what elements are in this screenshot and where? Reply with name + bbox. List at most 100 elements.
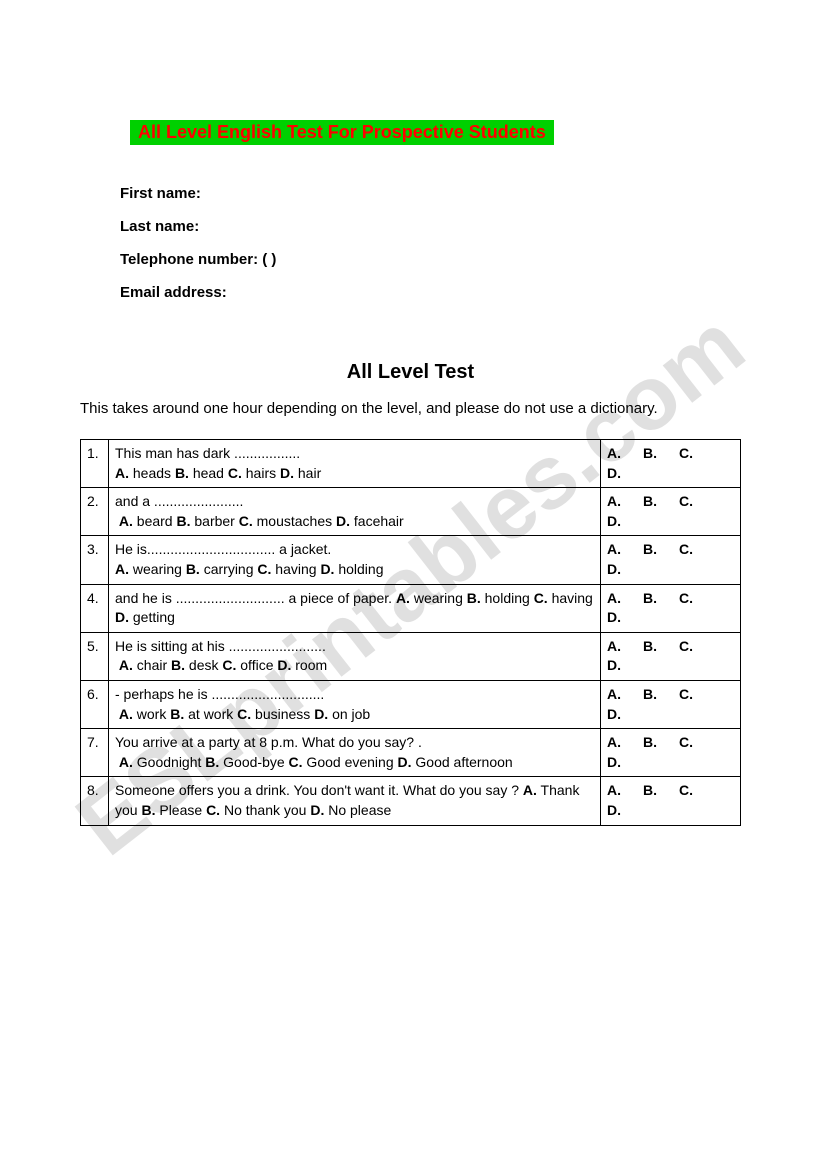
answer-b-label: B. (643, 781, 657, 801)
question-number: 1. (81, 440, 109, 488)
email-label: Email address: (120, 284, 741, 301)
answer-d-label: D. (607, 465, 621, 481)
option-c-label: C. (239, 513, 253, 529)
option-b-label: B. (170, 706, 184, 722)
option-d-label: D. (336, 513, 350, 529)
question-text: He is................................. a… (115, 541, 331, 557)
table-row: 5. He is sitting at his .................… (81, 632, 741, 680)
answer-cell: A.B.C.D. (601, 680, 741, 728)
answer-d-label: D. (607, 802, 621, 818)
answer-a-label: A. (607, 444, 621, 464)
answer-cell: A.B.C.D. (601, 632, 741, 680)
option-b-label: B. (186, 561, 200, 577)
answer-b-label: B. (643, 733, 657, 753)
answer-cell: A.B.C.D. (601, 440, 741, 488)
questions-table: 1. This man has dark ................. A. … (80, 439, 741, 826)
question-cell: This man has dark .................A. he… (109, 440, 601, 488)
option-a-label: A. (396, 590, 410, 606)
telephone-label: Telephone number: ( ) (120, 251, 741, 268)
answer-cell: A.B.C.D. (601, 584, 741, 632)
question-text: This man has dark ................. (115, 445, 300, 461)
table-row: 8. Someone offers you a drink. You don't … (81, 777, 741, 825)
answer-a-label: A. (607, 540, 621, 560)
question-number: 6. (81, 680, 109, 728)
option-a-label: A. (119, 754, 133, 770)
option-d-label: D. (398, 754, 412, 770)
answer-b-label: B. (643, 589, 657, 609)
option-b-label: B. (467, 590, 481, 606)
answer-d-label: D. (607, 706, 621, 722)
question-text: - perhaps he is ........................… (115, 686, 324, 702)
question-text: Someone offers you a drink. You don't wa… (115, 782, 519, 798)
option-d-label: D. (320, 561, 334, 577)
student-info-block: First name: Last name: Telephone number:… (120, 185, 741, 301)
answer-cell: A.B.C.D. (601, 488, 741, 536)
option-d-label: D. (115, 609, 129, 625)
option-a-label: A. (119, 513, 133, 529)
question-cell: - perhaps he is ........................… (109, 680, 601, 728)
answer-a-label: A. (607, 733, 621, 753)
answer-a-label: A. (607, 781, 621, 801)
table-row: 3. He is.................................… (81, 536, 741, 584)
answer-b-label: B. (643, 444, 657, 464)
table-row: 1.This man has dark .................A. … (81, 440, 741, 488)
answer-d-label: D. (607, 561, 621, 577)
option-a-label: A. (523, 782, 537, 798)
answer-b-label: B. (643, 685, 657, 705)
answer-b-label: B. (643, 637, 657, 657)
answer-b-label: B. (643, 540, 657, 560)
option-a-label: A. (119, 706, 133, 722)
question-text: and a ....................... (115, 493, 243, 509)
table-row: 4. and he is ............................… (81, 584, 741, 632)
question-number: 7. (81, 729, 109, 777)
answer-a-label: A. (607, 637, 621, 657)
option-a-label: A. (115, 465, 129, 481)
option-c-label: C. (237, 706, 251, 722)
option-b-label: B. (205, 754, 219, 770)
answer-a-label: A. (607, 492, 621, 512)
answer-cell: A. B. C. D. (601, 777, 741, 825)
question-number: 4. (81, 584, 109, 632)
question-number: 8. (81, 777, 109, 825)
document-page: All Level English Test For Prospective S… (0, 0, 821, 886)
option-b-label: B. (175, 465, 189, 481)
option-d-label: D. (310, 802, 324, 818)
answer-c-label: C. (679, 781, 693, 801)
answer-d-label: D. (607, 754, 621, 770)
table-row: 7. You arrive at a party at 8 p.m. What d… (81, 729, 741, 777)
table-row: 2.and a ....................... A. beard… (81, 488, 741, 536)
table-row: 6. - perhaps he is ......................… (81, 680, 741, 728)
answer-a-label: A. (607, 589, 621, 609)
answer-cell: A. B. C. D. (601, 729, 741, 777)
answer-c-label: C. (679, 637, 693, 657)
question-text: and he is ............................ a… (115, 590, 392, 606)
question-cell: You arrive at a party at 8 p.m. What do … (109, 729, 601, 777)
section-title: All Level Test (80, 361, 741, 384)
question-number: 3. (81, 536, 109, 584)
page-title-banner: All Level English Test For Prospective S… (130, 120, 554, 145)
question-text: He is sitting at his ...................… (115, 638, 326, 654)
question-number: 5. (81, 632, 109, 680)
first-name-label: First name: (120, 185, 741, 202)
answer-b-label: B. (643, 492, 657, 512)
question-cell: and he is ............................ a… (109, 584, 601, 632)
question-number: 2. (81, 488, 109, 536)
question-cell: and a ....................... A. beard B… (109, 488, 601, 536)
option-a-label: A. (115, 561, 129, 577)
answer-c-label: C. (679, 540, 693, 560)
option-c-label: C. (257, 561, 271, 577)
question-cell: Someone offers you a drink. You don't wa… (109, 777, 601, 825)
question-cell: He is sitting at his ...................… (109, 632, 601, 680)
instruction-text: This takes around one hour depending on … (80, 398, 741, 419)
answer-c-label: C. (679, 685, 693, 705)
answer-c-label: C. (679, 589, 693, 609)
question-text: You arrive at a party at 8 p.m. What do … (115, 734, 422, 750)
option-b-label: B. (141, 802, 155, 818)
option-c-label: C. (534, 590, 548, 606)
option-d-label: D. (314, 706, 328, 722)
option-b-label: B. (176, 513, 190, 529)
answer-d-label: D. (607, 513, 621, 529)
answer-c-label: C. (679, 733, 693, 753)
option-d-label: D. (280, 465, 294, 481)
option-b-label: B. (171, 657, 185, 673)
